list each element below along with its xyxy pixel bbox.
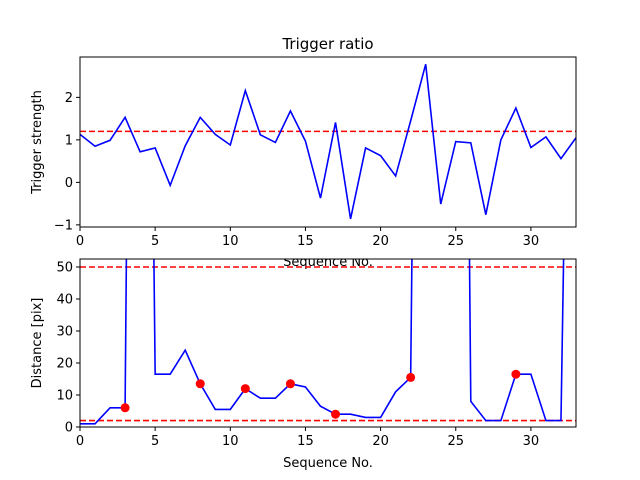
x-tick-label: 15 [297, 234, 314, 249]
x-tick-label: 0 [76, 234, 84, 249]
series-line [80, 64, 576, 220]
data-marker [195, 379, 205, 389]
data-marker [285, 379, 295, 389]
y-tick-label: 10 [56, 389, 73, 404]
x-tick-label: 25 [447, 234, 464, 249]
y-tick-label: 50 [56, 261, 73, 276]
y-tick-label: 2 [65, 91, 73, 106]
plot-area [80, 259, 576, 425]
chart-title: Trigger ratio [281, 35, 373, 53]
axes-frame [79, 258, 577, 428]
y-tick-label: 20 [56, 357, 73, 372]
y-tick-label: 1 [65, 133, 73, 148]
x-tick-label: 30 [523, 234, 540, 249]
y-tick-label: −1 [54, 218, 73, 233]
y-axis-label: Trigger strength [30, 90, 45, 195]
x-tick-label: 0 [76, 434, 84, 449]
y-ticks: 0 10 20 30 40 50 [56, 261, 80, 436]
data-marker [331, 409, 341, 419]
y-axis-label: Distance [pix] [30, 298, 45, 389]
data-marker [240, 384, 250, 394]
y-tick-label: 0 [65, 176, 73, 191]
x-tick-label: 5 [151, 234, 159, 249]
y-tick-label: 0 [65, 421, 73, 436]
x-axis-label: Sequence No. [283, 456, 373, 471]
marker-points [120, 369, 521, 419]
data-marker [406, 372, 416, 382]
x-tick-label: 10 [222, 434, 239, 449]
x-tick-label: 5 [151, 434, 159, 449]
y-tick-label: 30 [56, 325, 73, 340]
axes-frame [79, 56, 577, 228]
x-tick-label: 30 [523, 434, 540, 449]
chart-distance: 0 5 10 15 20 25 30 0 10 20 30 40 50 Sequence No. Di… [0, 255, 640, 471]
x-tick-label: 15 [297, 434, 314, 449]
threshold-lines [80, 266, 576, 422]
x-ticks: 0 5 10 15 20 25 30 [76, 427, 539, 449]
x-tick-label: 10 [222, 234, 239, 249]
plot-area [80, 64, 576, 220]
x-ticks: 0 5 10 15 20 25 30 [76, 227, 539, 249]
series-line [80, 259, 565, 425]
x-tick-label: 20 [372, 434, 389, 449]
y-ticks: −1 0 1 2 [54, 91, 80, 233]
data-marker [120, 403, 130, 413]
x-tick-label: 20 [372, 234, 389, 249]
y-tick-label: 40 [56, 293, 73, 308]
x-tick-label: 25 [447, 434, 464, 449]
data-marker [511, 369, 521, 379]
